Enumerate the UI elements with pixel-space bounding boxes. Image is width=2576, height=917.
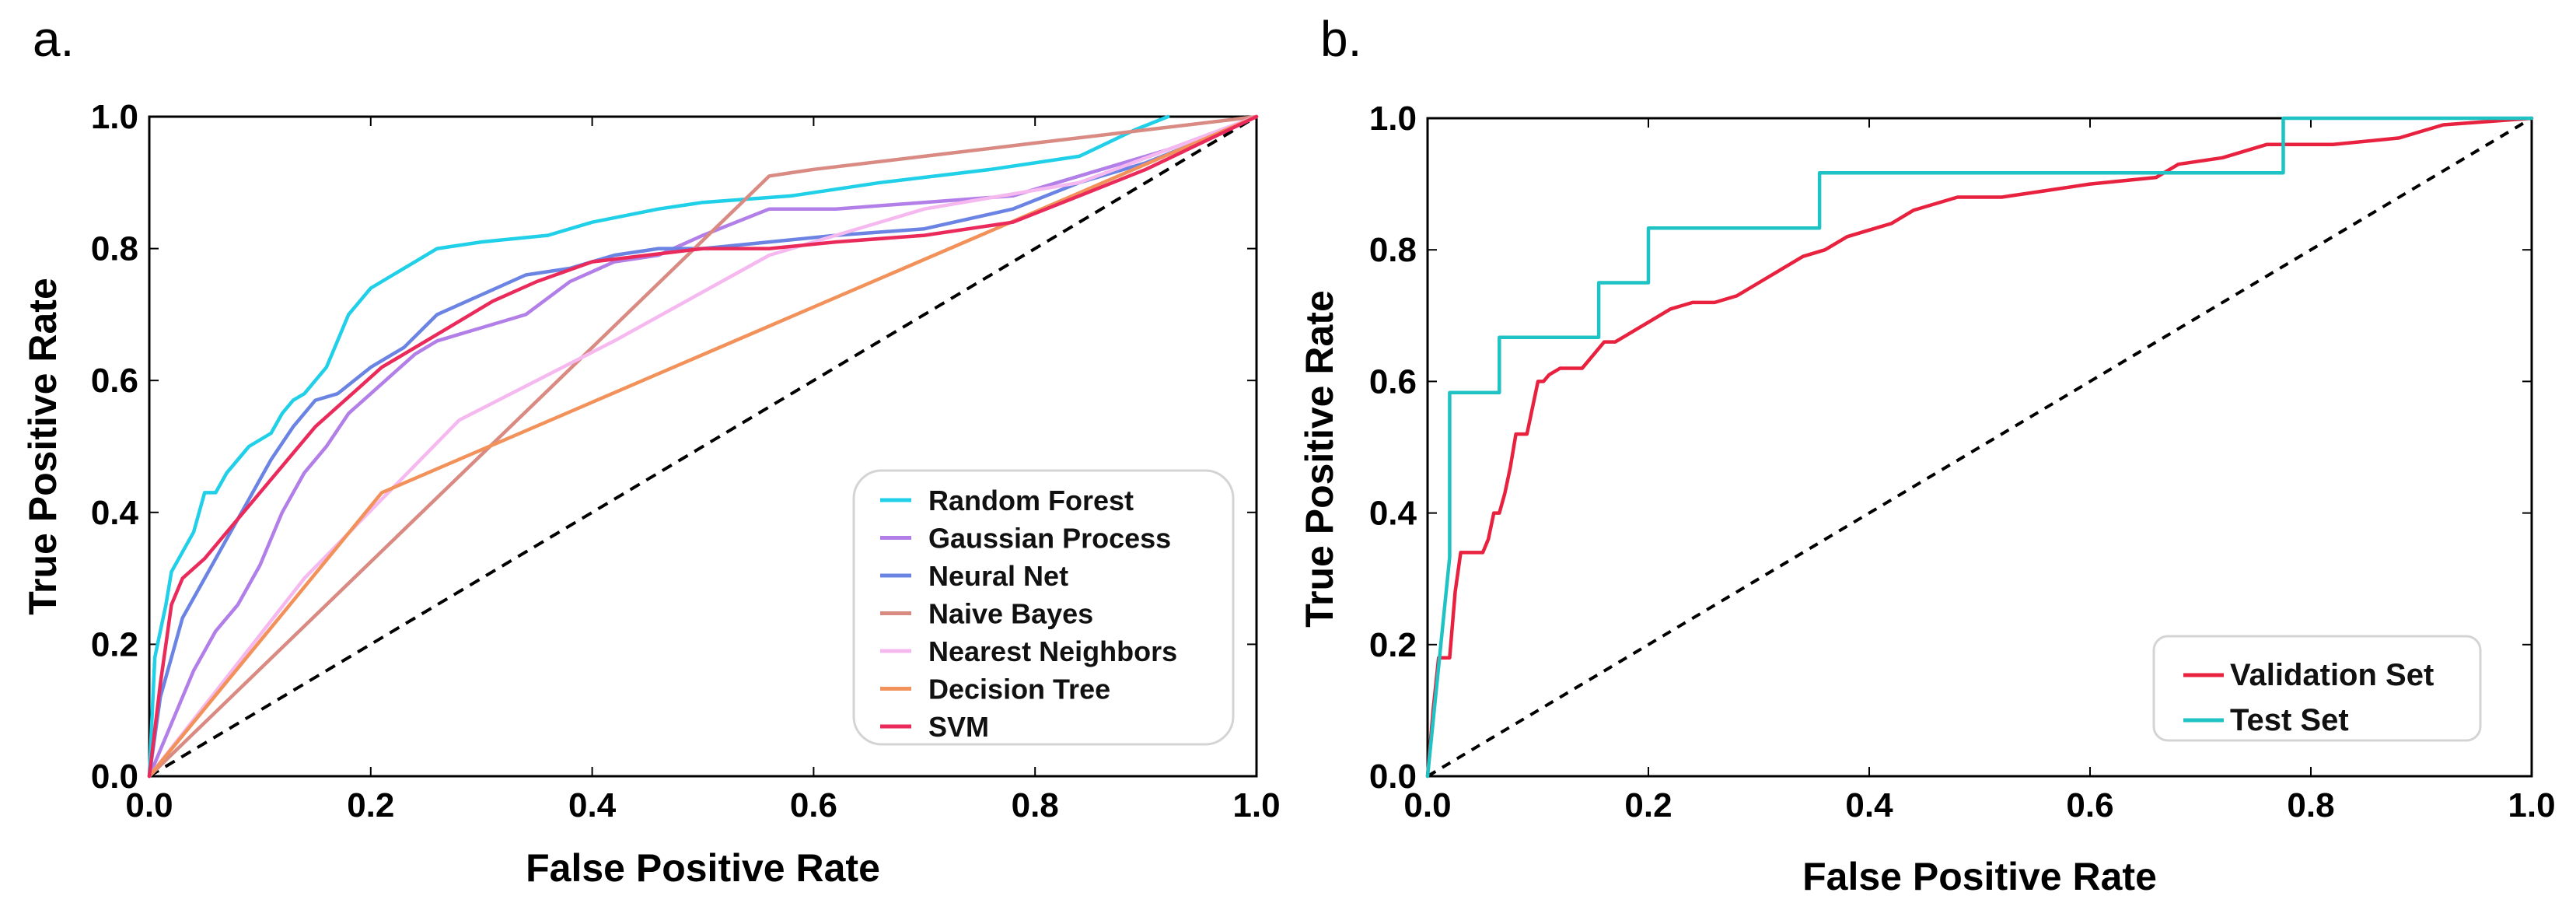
panel-b-legend-label-validation-set: Validation Set bbox=[2230, 658, 2434, 692]
panel-b-x-tick-label: 0.4 bbox=[1845, 786, 1893, 824]
panel-b-x-tick-label: 0.0 bbox=[1403, 786, 1451, 824]
panel-a-series-neural-net bbox=[147, 114, 1259, 779]
panel-b-plot-frame bbox=[1426, 117, 2533, 778]
panel-a-y-tick-label: 0.0 bbox=[91, 758, 138, 796]
panel-a-series-gaussian-process bbox=[147, 114, 1259, 779]
panel-a-plot-frame bbox=[148, 115, 1258, 778]
panel-a-x-axis-title: False Positive Rate bbox=[526, 846, 880, 890]
panel-a-series-decision-tree bbox=[147, 114, 1259, 779]
panel-a-y-tick-label: 1.0 bbox=[91, 98, 138, 136]
panel-a-y-tick-label: 0.8 bbox=[91, 230, 138, 268]
panel-a-legend: Random Forest Gaussian Process Neural Net N… bbox=[852, 469, 1235, 746]
panel-a-x-tick-label: 0.0 bbox=[125, 786, 173, 824]
panel-a-series-group bbox=[147, 114, 1259, 779]
panel-b-legend-box bbox=[2152, 635, 2482, 742]
panel-b-x-tick-label: 0.2 bbox=[1624, 786, 1672, 824]
panel-a-chart: a. 0.0 0.2 0.4 0.6 0.8 1.00.00.20.40.60.81.0 … bbox=[21, 11, 1281, 890]
panel-b-x-axis-title: False Positive Rate bbox=[1802, 855, 2157, 898]
panel-a-legend-label-gaussian-process: Gaussian Process bbox=[928, 523, 1171, 555]
panel-b-y-tick-label: 1.0 bbox=[1369, 100, 1417, 138]
panel-a-x-tick-label: 0.8 bbox=[1012, 786, 1059, 824]
panel-b-y-tick-label: 0.0 bbox=[1369, 758, 1417, 796]
panel-a-x-tick-label: 0.6 bbox=[790, 786, 837, 824]
panel-a-series-naive-bayes bbox=[147, 114, 1259, 779]
panel-a-x-tick-label: 1.0 bbox=[1232, 786, 1280, 824]
panel-a-diagonal-reference bbox=[148, 115, 1258, 778]
panel-a-legend-label-svm: SVM bbox=[928, 711, 989, 743]
panel-a-series-nearest-neighbors bbox=[147, 114, 1259, 779]
panel-b-legend: Validation Set Test Set bbox=[2152, 635, 2482, 742]
panel-a-y-tick-label: 0.4 bbox=[91, 494, 139, 532]
panel-b-y-tick-label: 0.6 bbox=[1369, 362, 1417, 401]
panel-b-chart: b. 0.0 0.2 0.4 0.6 0.8 1.00.00.20.40.60.81.0 … bbox=[1298, 11, 2556, 898]
panel-a-series-random-forest bbox=[147, 114, 1170, 779]
panel-a-x-tick-label: 0.4 bbox=[568, 786, 617, 824]
panel-a-y-tick-label: 0.2 bbox=[91, 625, 138, 663]
panel-a-legend-label-decision-tree: Decision Tree bbox=[928, 674, 1110, 705]
panel-b-y-tick-label: 0.4 bbox=[1369, 495, 1417, 533]
panel-a-ticks: 0.0 0.2 0.4 0.6 0.8 1.0 0.0 0.2 0.4 0.6 0.8 1.0 bbox=[91, 98, 1281, 824]
panel-a-x-tick-label: 0.2 bbox=[347, 786, 394, 824]
panel-b-x-tick-label: 0.8 bbox=[2287, 786, 2334, 824]
panel-a-legend-box bbox=[852, 469, 1235, 746]
panel-a-y-axis-title: True Positive Rate bbox=[21, 278, 65, 615]
panel-b-letter: b. bbox=[1320, 11, 1361, 67]
panel-a-letter: a. bbox=[33, 11, 74, 67]
panel-b-ticks: 0.0 0.2 0.4 0.6 0.8 1.0 0.0 0.2 0.4 0.6 0.8 1.0 bbox=[1369, 100, 2556, 824]
panel-b-series-group bbox=[1425, 116, 2534, 779]
panel-b-diagonal-reference bbox=[1426, 117, 2533, 778]
panel-b-x-tick-label: 1.0 bbox=[2508, 786, 2555, 824]
panel-a-legend-label-nearest-neighbors: Nearest Neighbors bbox=[928, 635, 1177, 667]
panel-a-legend-label-random-forest: Random Forest bbox=[928, 485, 1134, 516]
panel-b-x-tick-label: 0.6 bbox=[2066, 786, 2113, 824]
panel-b-series-validation-set bbox=[1425, 116, 2534, 779]
panel-a-legend-label-neural-net: Neural Net bbox=[928, 560, 1068, 592]
panel-b-y-tick-label: 0.8 bbox=[1369, 231, 1417, 269]
panel-b-y-axis-title: True Positive Rate bbox=[1298, 290, 1341, 628]
panel-a-y-tick-label: 0.6 bbox=[91, 362, 138, 400]
panel-b-y-tick-label: 0.2 bbox=[1369, 626, 1417, 664]
panel-b-legend-label-test-set: Test Set bbox=[2230, 703, 2349, 737]
panel-a-series-svm bbox=[147, 114, 1259, 779]
panel-a-legend-label-naive-bayes: Naive Bayes bbox=[928, 598, 1093, 630]
panel-b-series-test-set bbox=[1425, 116, 2534, 779]
